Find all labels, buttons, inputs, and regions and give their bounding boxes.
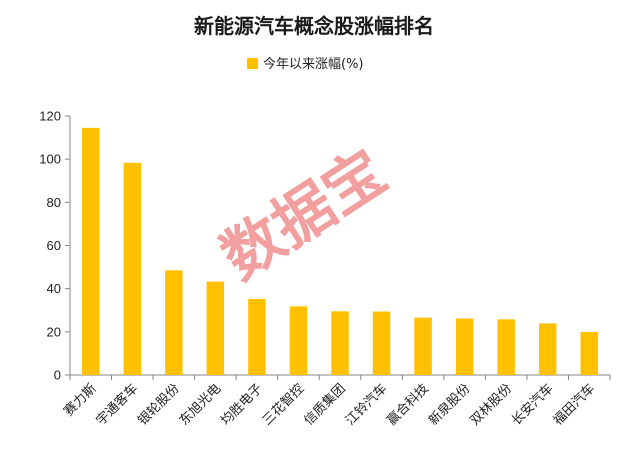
bar <box>289 306 308 375</box>
x-tick-label: 双林股份 <box>468 381 515 428</box>
bar <box>497 319 515 375</box>
x-tick-label: 银轮股份 <box>135 381 182 428</box>
y-tick-labels: 0 20 40 60 80 100 120 <box>39 109 61 383</box>
bar <box>248 299 266 375</box>
chart-title: 新能源汽车概念股涨幅排名 <box>194 14 434 38</box>
x-tick-label: 福田汽车 <box>550 381 598 429</box>
x-tick-label: 长安汽车 <box>508 381 556 429</box>
bar <box>580 331 598 375</box>
x-tick-label: 宇通客车 <box>93 381 141 429</box>
bar <box>206 281 225 375</box>
y-tick-label: 80 <box>47 195 61 210</box>
bar <box>165 270 183 375</box>
bar <box>372 311 391 375</box>
y-tick-label: 60 <box>47 238 61 253</box>
x-tick-label: 信质集团 <box>301 381 349 429</box>
y-tick-label: 120 <box>39 109 61 124</box>
bar <box>123 162 142 375</box>
axes <box>65 115 611 380</box>
watermark: 数据宝 <box>210 137 399 294</box>
x-tick-label: 赢合科技 <box>384 381 432 429</box>
x-tick-label: 均胜电子 <box>218 381 265 428</box>
x-tick-label: 三花智控 <box>259 381 307 429</box>
x-tick-labels: 赛力斯宇通客车银轮股份东旭光电均胜电子三花智控信质集团江铃汽车赢合科技新泉股份双… <box>61 381 598 429</box>
y-tick-label: 100 <box>39 152 61 167</box>
bar <box>455 318 474 375</box>
legend-swatch <box>247 58 258 69</box>
y-tick-label: 40 <box>47 281 61 296</box>
y-tick-label: 20 <box>47 324 61 339</box>
x-tick-label: 新泉股份 <box>425 381 473 429</box>
legend-label: 今年以来涨幅(%) <box>263 56 364 72</box>
bar <box>82 127 100 375</box>
x-tick-label: 江铃汽车 <box>342 381 390 429</box>
bars <box>82 127 598 375</box>
y-tick-label: 0 <box>54 368 61 383</box>
bar <box>538 323 557 375</box>
bar <box>414 317 432 375</box>
x-tick-label: 赛力斯 <box>61 381 100 420</box>
x-tick-label: 东旭光电 <box>177 381 224 428</box>
bar <box>331 311 349 375</box>
